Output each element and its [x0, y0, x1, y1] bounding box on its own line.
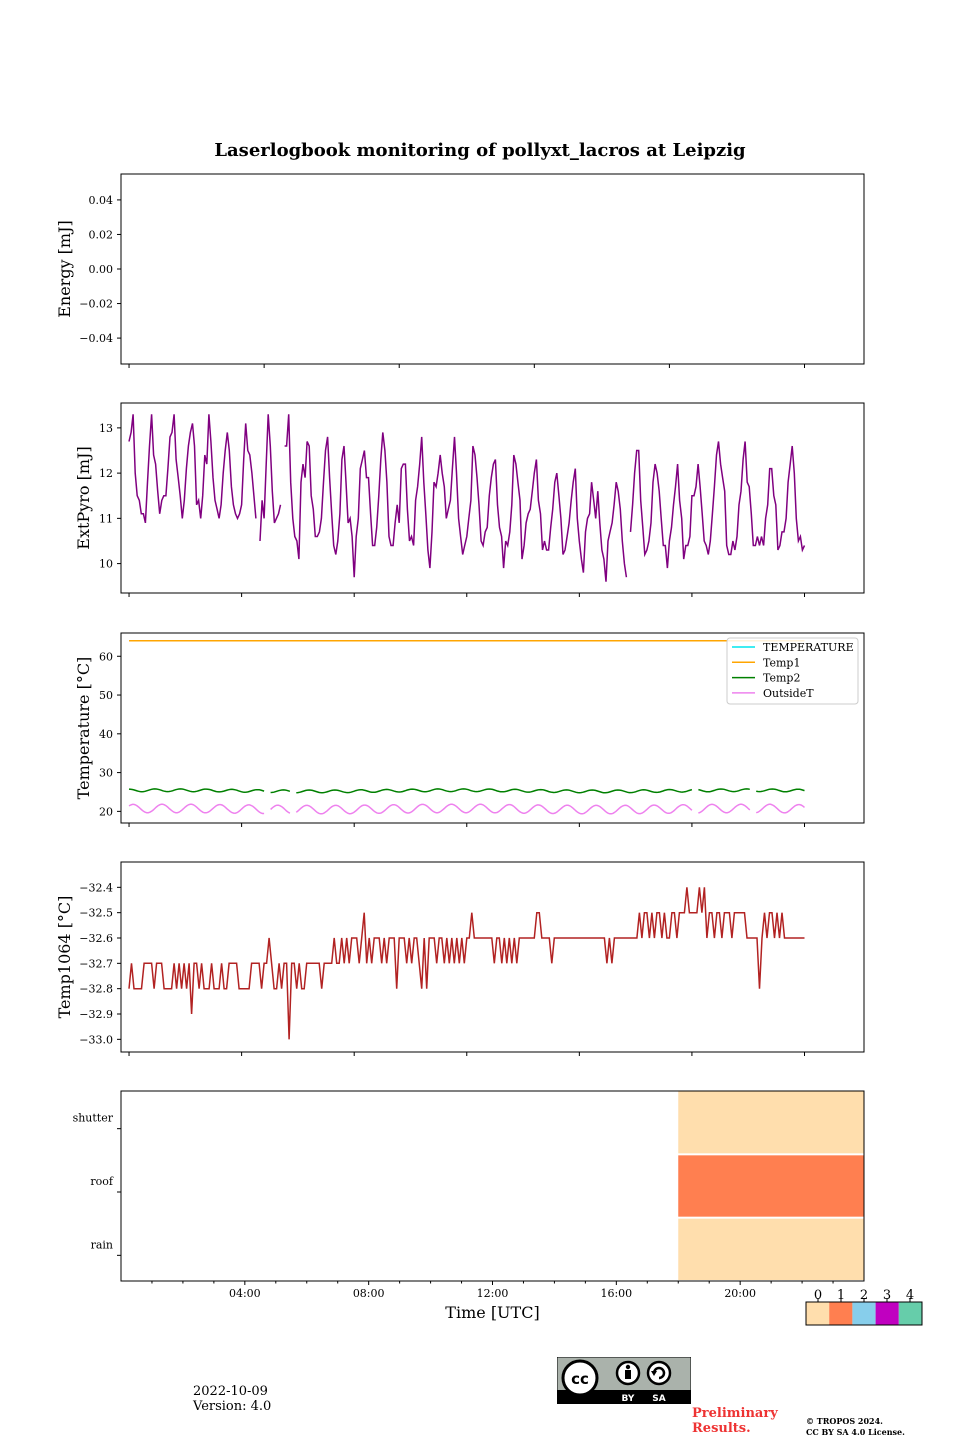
footer-date: 2022-10-09 [193, 1384, 268, 1399]
extpyro-line [284, 414, 628, 582]
axes-frame [120, 402, 865, 594]
legend-label: Temp1 [763, 656, 800, 669]
x-axis-label: Time [UTC] [445, 1303, 539, 1322]
y-tick-label: 50 [99, 689, 113, 702]
y-axis-label: Temp1064 [°C] [55, 896, 74, 1019]
y-tick-label: 0.04 [89, 194, 114, 207]
series-outsidet-line [755, 803, 805, 814]
x-tick-label: 04:00 [229, 1287, 261, 1300]
y-tick-label: −32.8 [79, 983, 113, 996]
legend: TEMPERATURE Temp1 Temp2 OutsideT [726, 637, 859, 705]
colorbar-tick-label: 3 [883, 1288, 891, 1303]
series-outsidet-line [698, 803, 751, 814]
chart-title: Laserlogbook monitoring of pollyxt_lacro… [214, 140, 746, 161]
x-tick-label: 16:00 [600, 1287, 632, 1300]
y-tick-label: −0.02 [79, 298, 113, 311]
y-tick-label: −0.04 [79, 332, 113, 345]
axes-frame [120, 632, 865, 824]
colorbar-swatch [875, 1302, 899, 1325]
colorbar-tick-label: 0 [814, 1288, 822, 1303]
y-tick-label: 40 [99, 728, 113, 741]
y-tick-label: −32.7 [79, 957, 113, 970]
x-tick-label: 08:00 [353, 1287, 385, 1300]
axes-frame [120, 861, 865, 1053]
row-label-rain: rain [91, 1238, 113, 1251]
extpyro-line [629, 441, 806, 569]
y-tick-label: 13 [99, 422, 113, 435]
panel-5: shutter roof rain 04:00 08:00 12:00 16:00 20:00… [73, 1090, 865, 1322]
svg-text:BY: BY [622, 1394, 635, 1404]
panel-2: 10 11 12 13 ExtPyro [mJ] [74, 402, 865, 597]
y-tick-label: 11 [99, 512, 113, 525]
row-label-shutter: shutter [73, 1112, 114, 1125]
series-temp2-line [756, 788, 805, 793]
copyright-line-1: © TROPOS 2024. [806, 1416, 883, 1426]
series-outsidet-line [128, 803, 265, 815]
extpyro-line [259, 414, 282, 542]
y-tick-label: 30 [99, 767, 113, 780]
series-temp2-line [296, 788, 693, 794]
y-tick-label: −33.0 [79, 1033, 113, 1046]
row-label-roof: roof [90, 1175, 114, 1188]
status-cell-roof [678, 1155, 864, 1217]
svg-text:SA: SA [652, 1394, 665, 1404]
y-tick-label: 10 [99, 558, 113, 571]
y-tick-label: −32.6 [79, 932, 113, 945]
panel-4: −32.4 −32.5 −32.6 −32.7 −32.8 −32.9 −33.0 Temp1… [55, 861, 865, 1056]
extpyro-line [128, 414, 257, 524]
colorbar-tick-label: 1 [837, 1288, 845, 1303]
colorbar-swatch [898, 1302, 922, 1325]
series-outsidet-line [270, 804, 291, 814]
footer-version: Version: 4.0 [193, 1399, 272, 1414]
svg-text:cc: cc [571, 1370, 589, 1388]
temp1064-line [128, 887, 805, 1040]
colorbar-swatch [829, 1302, 853, 1325]
colorbar-tick-label: 4 [906, 1288, 914, 1303]
x-tick-label: 12:00 [477, 1287, 509, 1300]
cc-by-sa-license-badge: cc BY SA [556, 1356, 692, 1408]
axes-frame [120, 173, 865, 365]
x-tick-label: 20:00 [724, 1287, 756, 1300]
series-temp2-line [270, 789, 291, 794]
panel-3: 20 30 40 50 60 Temperature [°C] TEMPERATURE Tem… [74, 632, 865, 827]
y-axis-label: Temperature [°C] [74, 657, 93, 800]
colorbar-swatch [806, 1302, 830, 1325]
series-temp2-line [128, 788, 265, 793]
axes-frame [120, 1090, 865, 1282]
legend-box [726, 637, 859, 705]
preliminary-text: Preliminary Results. [692, 1406, 778, 1436]
series-outsidet-line [295, 803, 693, 815]
legend-label: OutsideT [763, 687, 814, 700]
status-cell-shutter [678, 1091, 864, 1154]
y-tick-label: −32.9 [79, 1008, 113, 1021]
y-tick-label: −32.4 [79, 881, 113, 894]
colorbar-tick-label: 2 [860, 1288, 868, 1303]
y-axis-label: Energy [mJ] [55, 220, 74, 318]
preliminary-results-note: Preliminary Results. [692, 1406, 792, 1436]
panel-1: 0.04 0.02 0.00 −0.02 −0.04 Energy [mJ] [55, 173, 865, 368]
y-tick-label: 60 [99, 650, 113, 663]
series-temp2-line [698, 788, 750, 793]
status-cell-rain [678, 1218, 864, 1280]
y-tick-label: 12 [99, 467, 113, 480]
y-tick-label: 20 [99, 805, 113, 818]
legend-label: Temp2 [763, 672, 800, 685]
colorbar-swatch [852, 1302, 876, 1325]
y-tick-label: 0.00 [89, 263, 114, 276]
legend-label: TEMPERATURE [763, 641, 854, 654]
y-tick-label: −32.5 [79, 907, 113, 920]
y-axis-label: ExtPyro [mJ] [74, 446, 93, 549]
y-tick-label: 0.02 [89, 228, 114, 241]
copyright-line-2: CC BY SA 4.0 License. [806, 1427, 905, 1437]
